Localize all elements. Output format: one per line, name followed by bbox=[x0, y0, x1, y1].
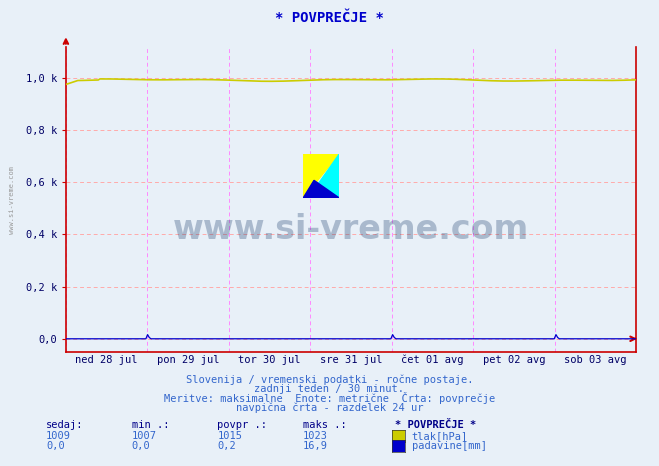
Text: povpr .:: povpr .: bbox=[217, 420, 268, 430]
Text: navpična črta - razdelek 24 ur: navpična črta - razdelek 24 ur bbox=[236, 403, 423, 413]
Text: * POVPREČJE *: * POVPREČJE * bbox=[275, 11, 384, 25]
Text: 1015: 1015 bbox=[217, 431, 243, 441]
Text: sedaj:: sedaj: bbox=[46, 420, 84, 430]
Text: 0,2: 0,2 bbox=[217, 441, 236, 451]
Polygon shape bbox=[303, 154, 339, 198]
Text: 0,0: 0,0 bbox=[132, 441, 150, 451]
Text: * POVPREČJE *: * POVPREČJE * bbox=[395, 420, 476, 430]
Text: 1023: 1023 bbox=[303, 431, 328, 441]
Text: 0,0: 0,0 bbox=[46, 441, 65, 451]
Text: zadnji teden / 30 minut.: zadnji teden / 30 minut. bbox=[254, 384, 405, 394]
Polygon shape bbox=[303, 180, 339, 198]
Text: padavine[mm]: padavine[mm] bbox=[412, 441, 487, 451]
Text: tlak[hPa]: tlak[hPa] bbox=[412, 431, 468, 441]
Text: www.si-vreme.com: www.si-vreme.com bbox=[9, 166, 15, 234]
Text: Meritve: maksimalne  Enote: metrične  Črta: povprečje: Meritve: maksimalne Enote: metrične Črta… bbox=[164, 392, 495, 404]
Text: www.si-vreme.com: www.si-vreme.com bbox=[173, 213, 529, 246]
Text: maks .:: maks .: bbox=[303, 420, 347, 430]
Text: min .:: min .: bbox=[132, 420, 169, 430]
Polygon shape bbox=[318, 154, 339, 198]
Text: Slovenija / vremenski podatki - ročne postaje.: Slovenija / vremenski podatki - ročne po… bbox=[186, 375, 473, 385]
Text: 1009: 1009 bbox=[46, 431, 71, 441]
Text: 16,9: 16,9 bbox=[303, 441, 328, 451]
Text: 1007: 1007 bbox=[132, 431, 157, 441]
